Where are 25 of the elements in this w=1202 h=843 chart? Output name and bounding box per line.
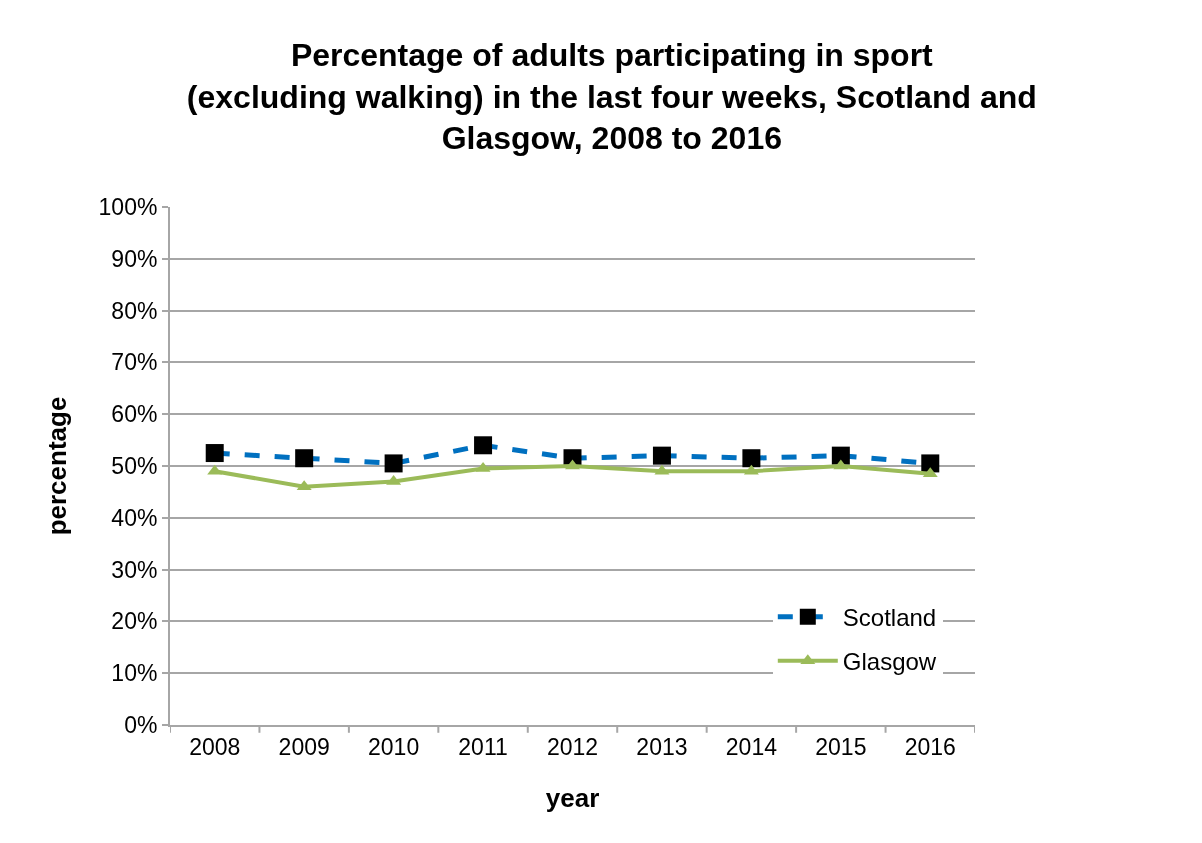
y-tick-label: 50% bbox=[111, 453, 158, 480]
y-tick-label: 100% bbox=[98, 194, 158, 221]
y-tick-label: 60% bbox=[111, 401, 158, 428]
y-tick-label: 10% bbox=[111, 660, 158, 687]
y-tick-label: 90% bbox=[111, 245, 158, 272]
y-tick-label: 40% bbox=[111, 504, 158, 531]
y-tick-label: 0% bbox=[124, 712, 158, 739]
legend-label: Scotland bbox=[842, 604, 937, 632]
x-tick-label: 2013 bbox=[636, 733, 688, 760]
y-tick-label: 30% bbox=[111, 556, 158, 583]
x-tick-label: 2010 bbox=[368, 733, 420, 760]
x-tick-label: 2015 bbox=[815, 733, 867, 760]
x-tick-label: 2011 bbox=[458, 733, 508, 760]
x-tick-label: 2016 bbox=[904, 733, 956, 760]
legend-label: Glasgow bbox=[842, 648, 937, 676]
x-tick-label: 2008 bbox=[189, 733, 241, 760]
chart-title: Percentage of adults participating in sport (excluding walking) in the last four weeks, Scotland and Glasgow, 2008 to 2016 bbox=[186, 37, 1037, 157]
y-tick-label: 70% bbox=[111, 349, 158, 376]
x-tick-label: 2014 bbox=[725, 733, 778, 760]
y-tick-label: 80% bbox=[111, 297, 158, 324]
x-axis-title: year bbox=[545, 782, 600, 813]
y-tick-label: 20% bbox=[111, 608, 158, 635]
x-tick-label: 2012 bbox=[546, 733, 599, 760]
y-axis-title: percentage bbox=[42, 396, 73, 536]
x-tick-label: 2009 bbox=[278, 733, 330, 760]
